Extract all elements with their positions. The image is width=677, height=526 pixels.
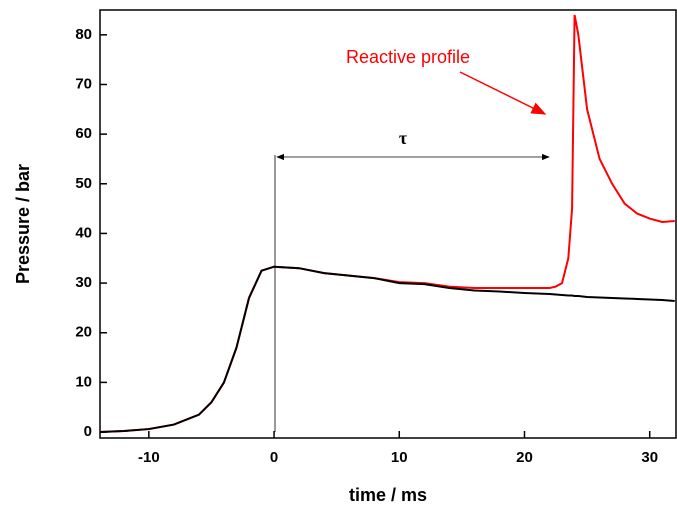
x-tick-label: -10 (138, 449, 160, 466)
series-line (100, 14, 675, 434)
y-axis-label: Pressure / bar (13, 164, 33, 284)
tau-label: τ (399, 128, 408, 148)
plot-area (100, 14, 675, 434)
plot-frame (99, 9, 677, 439)
y-tick-label: 30 (75, 274, 92, 291)
x-axis-label: time / ms (349, 485, 427, 505)
y-tick-label: 50 (75, 175, 92, 192)
x-tick-label: 30 (641, 449, 658, 466)
y-tick-label: 80 (75, 26, 92, 43)
x-tick-label: 0 (270, 449, 278, 466)
x-tick-label: 10 (391, 449, 408, 466)
y-tick-label: 10 (75, 373, 92, 390)
y-tick-label: 40 (75, 224, 92, 241)
y-tick-label: 0 (84, 423, 92, 440)
annotation: Reactive profile (346, 47, 470, 67)
y-tick-label: 70 (75, 75, 92, 92)
annotation-arrow (459, 71, 547, 115)
series-line (100, 265, 675, 434)
x-tick-label: 20 (516, 449, 533, 466)
y-tick-label: 60 (75, 125, 92, 142)
y-tick-label: 20 (75, 324, 92, 341)
